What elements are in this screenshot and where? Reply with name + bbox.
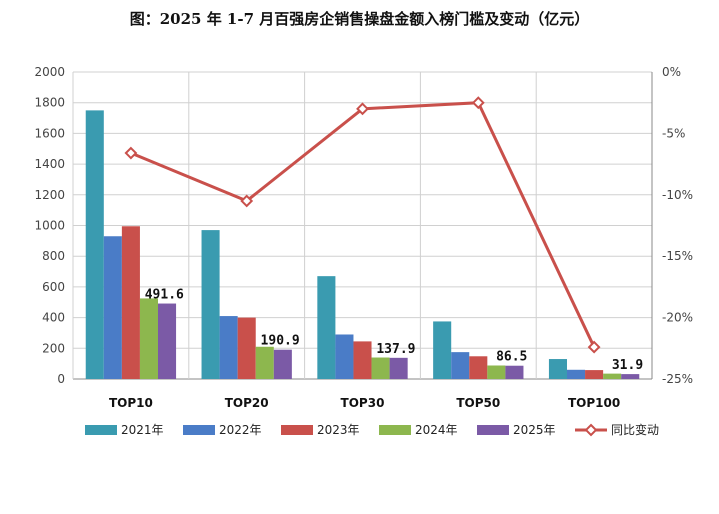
bar	[469, 356, 488, 379]
x-tick-label: TOP30	[341, 396, 385, 410]
bar	[389, 357, 408, 379]
bar	[255, 346, 274, 379]
y2-tick-label: -15%	[662, 249, 693, 263]
y2-tick-label: 0%	[662, 65, 681, 79]
y-tick-label: 1000	[34, 219, 65, 233]
y2-tick-label: -5%	[662, 126, 685, 140]
y-tick-label: 200	[42, 341, 65, 355]
x-tick-label: TOP50	[456, 396, 500, 410]
y-tick-label: 1800	[34, 96, 65, 110]
bar	[103, 236, 122, 379]
data-label: 491.6	[145, 288, 184, 303]
legend-swatch	[477, 425, 509, 435]
legend-label: 2022年	[219, 423, 262, 437]
bar	[371, 357, 390, 379]
bar	[433, 321, 452, 379]
y-tick-label: 2000	[34, 65, 65, 79]
yoy-point	[240, 194, 254, 208]
legend-label: 2025年	[513, 423, 556, 437]
bar	[487, 365, 506, 379]
x-tick-label: TOP20	[225, 396, 269, 410]
yoy-point	[124, 146, 138, 160]
bar	[585, 370, 604, 379]
bar	[548, 359, 568, 379]
bar	[139, 298, 158, 379]
legend-label: 同比变动	[611, 422, 659, 437]
bar	[603, 373, 622, 379]
bar	[353, 341, 372, 379]
legend-label: 2021年	[121, 423, 164, 437]
yoy-point	[587, 340, 601, 354]
yoy-point	[356, 102, 369, 116]
legend-label: 2024年	[415, 423, 458, 437]
bar	[85, 110, 104, 379]
bar	[201, 230, 220, 379]
x-tick-label: TOP10	[109, 396, 153, 410]
data-label: 137.9	[376, 342, 415, 357]
bar	[157, 303, 177, 379]
data-label: 31.9	[612, 358, 643, 373]
y2-tick-label: -20%	[662, 311, 693, 325]
bar	[237, 317, 256, 379]
bar	[121, 226, 140, 379]
data-label: 86.5	[496, 350, 527, 365]
bar	[505, 365, 524, 379]
legend-swatch	[85, 425, 117, 435]
legend-label: 2023年	[317, 423, 360, 437]
bar	[219, 316, 238, 379]
legend-swatch	[379, 425, 411, 435]
x-tick-label: TOP100	[568, 396, 620, 410]
bar	[451, 352, 470, 379]
bar	[567, 369, 586, 379]
bar	[273, 349, 292, 379]
y-tick-label: 0	[57, 372, 65, 386]
bar	[621, 374, 640, 379]
y-tick-label: 400	[42, 311, 65, 325]
y-tick-label: 1200	[34, 188, 65, 202]
bar	[317, 276, 336, 379]
y-tick-label: 800	[42, 249, 65, 263]
chart-title: 图：2025 年 1-7 月百强房企销售操盘金额入榜门槛及变动（亿元）	[129, 10, 590, 28]
bar	[335, 334, 354, 379]
legend-line-marker	[584, 423, 598, 437]
y2-tick-label: -25%	[662, 372, 693, 386]
y-tick-label: 600	[42, 280, 65, 294]
yoy-point	[471, 96, 485, 110]
y-tick-label: 1400	[34, 157, 65, 171]
data-label: 190.9	[261, 334, 300, 349]
y-tick-label: 1600	[34, 126, 65, 140]
y2-tick-label: -10%	[662, 188, 693, 202]
legend-swatch	[183, 425, 215, 435]
legend-swatch	[281, 425, 313, 435]
